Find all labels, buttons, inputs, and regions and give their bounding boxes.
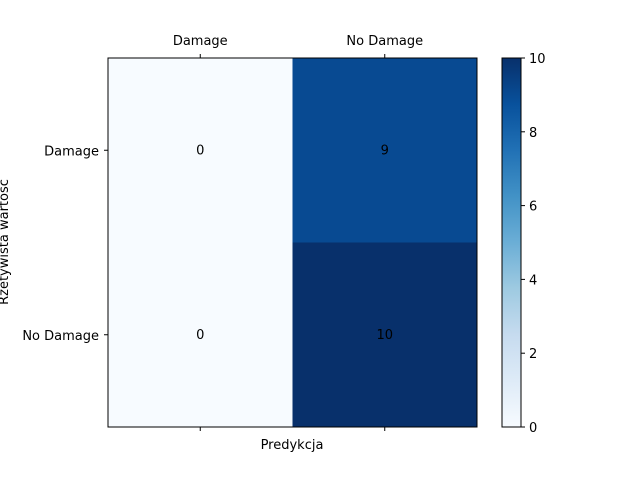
cell-value-label: 10	[376, 328, 393, 343]
heatmap-cells	[108, 58, 478, 428]
colorbar-tick-label: 6	[529, 200, 537, 215]
x-tick-label: No Damage	[346, 34, 423, 49]
colorbar-tick-label: 2	[529, 347, 537, 362]
colorbar-tick-label: 0	[529, 421, 537, 436]
cell-value-label: 9	[381, 143, 389, 158]
cell-value-label: 0	[196, 328, 204, 343]
x-tick-label: Damage	[173, 34, 228, 49]
x-axis-label: Predykcja	[261, 438, 324, 453]
colorbar-tick-label: 8	[529, 126, 537, 141]
y-axis-label: Rzetywista wartość	[0, 179, 12, 305]
colorbar-tick-label: 10	[529, 52, 546, 67]
heatmap-cell-no-damage-damage	[108, 242, 293, 428]
cell-value-label: 0	[196, 143, 204, 158]
colorbar	[501, 57, 522, 428]
heatmap-cell-damage-damage	[108, 58, 293, 243]
heatmap-cell-no-damage-no-damage	[292, 242, 478, 428]
heatmap-cell-labels: 0 9 0 10	[196, 143, 393, 343]
heatmap-cell-damage-no-damage	[292, 58, 478, 243]
colorbar-ticks: 0 2 4 6 8 10	[521, 52, 546, 436]
y-axis-ticks: Damage No Damage	[22, 144, 108, 344]
x-axis-ticks: Damage No Damage	[173, 34, 423, 431]
plot-frame	[107, 57, 478, 428]
colorbar-tick-label: 4	[529, 273, 537, 288]
y-tick-label: Damage	[44, 144, 99, 159]
y-tick-label: No Damage	[22, 329, 99, 344]
